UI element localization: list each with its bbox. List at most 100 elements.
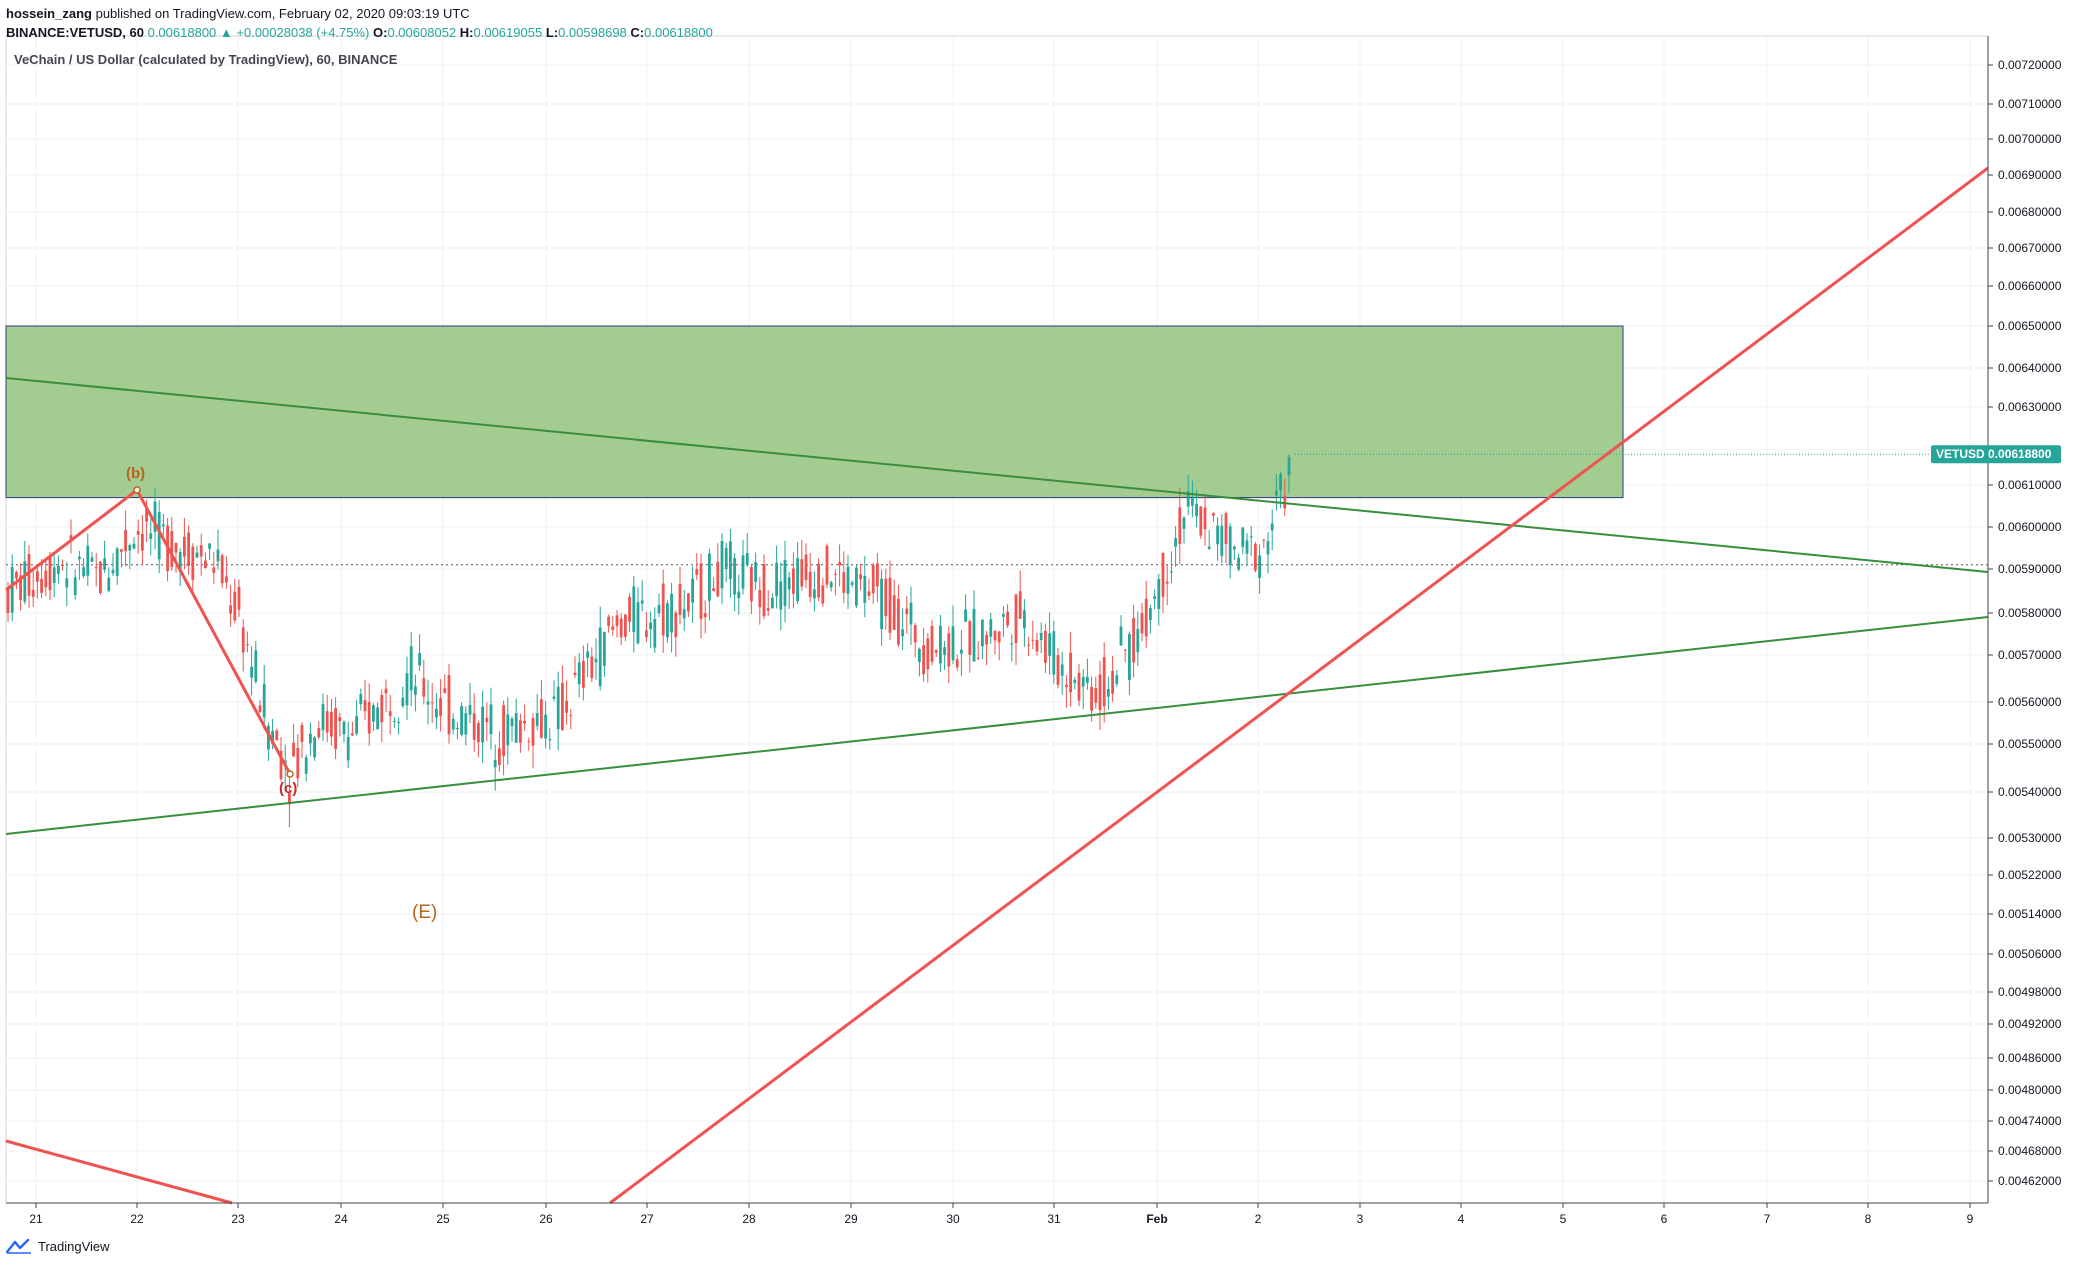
candle-body bbox=[913, 625, 917, 643]
candle-body bbox=[909, 602, 913, 625]
candle-body bbox=[313, 737, 316, 758]
candle-body bbox=[1052, 631, 1056, 675]
candle-body bbox=[981, 619, 984, 647]
candle-body bbox=[628, 596, 631, 622]
candle-body bbox=[678, 583, 682, 615]
high-value: 0.00619055 bbox=[473, 25, 543, 40]
candle-body bbox=[351, 733, 354, 736]
candle-body bbox=[10, 566, 14, 613]
candles bbox=[6, 454, 1291, 828]
candle-body bbox=[325, 711, 329, 733]
candle-body bbox=[653, 618, 657, 648]
candle-body bbox=[1136, 629, 1140, 653]
candle-body bbox=[897, 598, 900, 645]
open-value: 0.00608052 bbox=[387, 25, 457, 40]
close-value: 0.00618800 bbox=[644, 25, 713, 40]
price-tick-label: 0.00550000 bbox=[1998, 737, 2062, 751]
candle-body bbox=[73, 577, 77, 596]
candle-body bbox=[44, 570, 48, 588]
candle-body bbox=[36, 571, 39, 582]
candle-body bbox=[233, 591, 237, 621]
candle-body bbox=[905, 608, 909, 615]
price-tick-label: 0.00590000 bbox=[1998, 562, 2062, 576]
candle-body bbox=[372, 705, 375, 722]
tradingview-brand: TradingView bbox=[38, 1238, 110, 1254]
candle-body bbox=[1237, 557, 1240, 570]
time-tick-label: 7 bbox=[1764, 1212, 1771, 1226]
author-name[interactable]: hossein_zang bbox=[6, 6, 92, 21]
candle-body bbox=[292, 742, 295, 757]
candle-body bbox=[376, 707, 379, 730]
candle-body bbox=[674, 612, 678, 638]
candle-body bbox=[758, 589, 762, 608]
candle-body bbox=[934, 649, 938, 653]
candle-body bbox=[1174, 538, 1177, 547]
candle-body bbox=[842, 572, 846, 593]
price-tick-label: 0.00480000 bbox=[1998, 1083, 2062, 1097]
candle-body bbox=[187, 532, 190, 566]
upper-trendline bbox=[5, 377, 1989, 573]
candle-body bbox=[464, 713, 468, 735]
candle-body bbox=[976, 657, 980, 659]
candle-body bbox=[422, 678, 426, 697]
rising-red-line bbox=[609, 166, 1989, 1205]
candle-body bbox=[1077, 672, 1081, 701]
candle-body bbox=[367, 702, 371, 734]
candle-body bbox=[800, 559, 804, 587]
candle-body bbox=[783, 559, 787, 607]
time-axis[interactable]: 21 22 23 24 25 26 27 28 29 30 31 Feb 2 3 4 5 6 7 8 9 bbox=[6, 1202, 1988, 1226]
candle-body bbox=[960, 649, 963, 654]
candle-body bbox=[338, 717, 342, 722]
wave-c-point bbox=[286, 770, 294, 778]
candle-body bbox=[435, 708, 438, 718]
candle-body bbox=[1270, 523, 1274, 531]
candle-body bbox=[334, 708, 337, 750]
tradingview-logo[interactable]: TradingView bbox=[6, 1238, 110, 1254]
candle-body bbox=[191, 546, 195, 580]
candle-body bbox=[716, 561, 720, 597]
candle-body bbox=[1031, 639, 1035, 641]
candle-body bbox=[607, 616, 610, 626]
candle-body bbox=[1262, 539, 1266, 541]
price-axis[interactable]: 0.00720000 0.00710000 0.00700000 0.00690000… bbox=[1987, 36, 2062, 1203]
candle-body bbox=[762, 564, 766, 617]
price-tick-label: 0.00514000 bbox=[1998, 907, 2062, 921]
candle-body bbox=[1048, 633, 1051, 656]
open-label: O: bbox=[373, 25, 388, 40]
candle-body bbox=[1073, 679, 1077, 683]
candle-body bbox=[94, 566, 98, 568]
candle-body bbox=[1002, 613, 1005, 617]
candle-body bbox=[1157, 579, 1161, 609]
time-tick-label: 30 bbox=[946, 1212, 960, 1226]
time-tick-label: 3 bbox=[1357, 1212, 1364, 1226]
candle-body bbox=[502, 705, 505, 757]
candle-body bbox=[31, 589, 35, 597]
candle-body bbox=[183, 536, 186, 557]
wave-e-label: (E) bbox=[412, 902, 437, 923]
candle-body bbox=[1111, 670, 1114, 694]
candle-body bbox=[271, 730, 274, 745]
candle-body bbox=[27, 554, 31, 596]
candle-body bbox=[561, 683, 564, 731]
candle-body bbox=[871, 565, 875, 594]
candle-body bbox=[514, 713, 518, 743]
candle-body bbox=[901, 629, 904, 637]
candle-body bbox=[964, 609, 967, 622]
candle-body bbox=[603, 632, 606, 666]
candle-body bbox=[136, 531, 140, 535]
candle-body bbox=[968, 621, 972, 655]
candle-body bbox=[1195, 503, 1198, 517]
candle-body bbox=[884, 578, 888, 617]
candle-body bbox=[813, 589, 816, 599]
falling-red-line bbox=[5, 1139, 233, 1205]
candle-body bbox=[825, 545, 829, 585]
candle-body bbox=[745, 553, 749, 565]
candle-body bbox=[1006, 611, 1009, 626]
price-tick-label: 0.00530000 bbox=[1998, 831, 2062, 845]
candle-body bbox=[594, 658, 598, 663]
candle-body bbox=[1014, 594, 1018, 644]
candle-body bbox=[1224, 513, 1228, 545]
candle-body bbox=[523, 720, 526, 724]
candle-body bbox=[750, 566, 753, 602]
